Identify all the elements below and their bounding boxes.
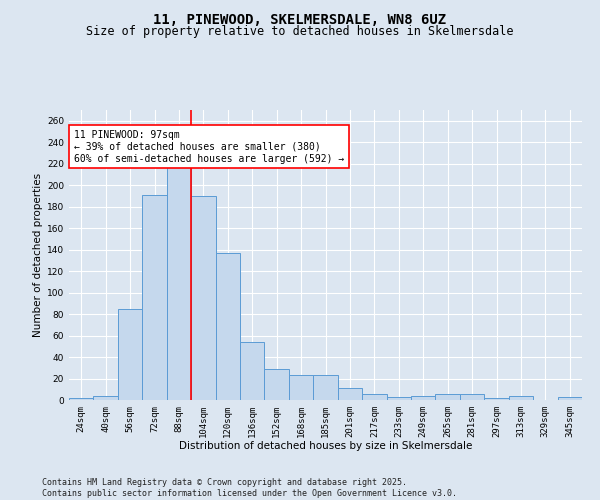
Bar xyxy=(215,253,240,400)
X-axis label: Distribution of detached houses by size in Skelmersdale: Distribution of detached houses by size … xyxy=(179,442,472,452)
Text: 11, PINEWOOD, SKELMERSDALE, WN8 6UZ: 11, PINEWOOD, SKELMERSDALE, WN8 6UZ xyxy=(154,12,446,26)
Bar xyxy=(484,398,509,400)
Text: 11 PINEWOOD: 97sqm
← 39% of detached houses are smaller (380)
60% of semi-detach: 11 PINEWOOD: 97sqm ← 39% of detached hou… xyxy=(74,130,344,164)
Bar xyxy=(557,397,582,400)
Bar xyxy=(436,394,460,400)
Bar xyxy=(69,398,94,400)
Bar xyxy=(118,308,142,400)
Bar xyxy=(411,396,436,400)
Y-axis label: Number of detached properties: Number of detached properties xyxy=(33,173,43,337)
Bar xyxy=(167,166,191,400)
Bar xyxy=(362,394,386,400)
Bar xyxy=(313,376,338,400)
Bar xyxy=(94,396,118,400)
Text: Contains HM Land Registry data © Crown copyright and database right 2025.
Contai: Contains HM Land Registry data © Crown c… xyxy=(42,478,457,498)
Bar xyxy=(386,397,411,400)
Bar xyxy=(142,195,167,400)
Text: Size of property relative to detached houses in Skelmersdale: Size of property relative to detached ho… xyxy=(86,25,514,38)
Bar xyxy=(460,394,484,400)
Bar xyxy=(289,376,313,400)
Bar xyxy=(265,369,289,400)
Bar xyxy=(509,396,533,400)
Bar xyxy=(240,342,265,400)
Bar xyxy=(338,388,362,400)
Bar xyxy=(191,196,215,400)
